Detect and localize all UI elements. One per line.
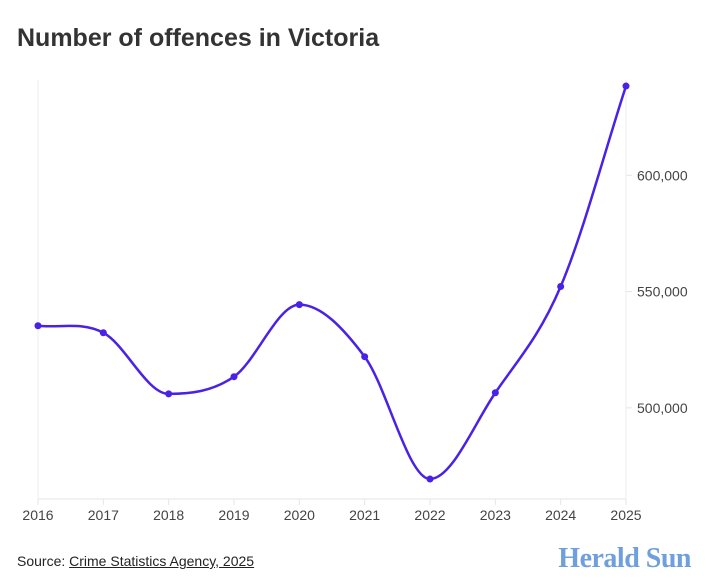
source-prefix: Source: xyxy=(17,553,70,569)
data-point xyxy=(491,389,499,397)
x-tick-label: 2020 xyxy=(284,507,315,523)
data-point xyxy=(165,390,173,398)
source-link[interactable]: Crime Statistics Agency, 2025 xyxy=(69,553,255,569)
data-point xyxy=(295,301,303,309)
data-point xyxy=(622,82,630,90)
x-tick-label: 2022 xyxy=(414,507,445,523)
x-tick-label: 2023 xyxy=(480,507,511,523)
data-point xyxy=(99,329,107,337)
y-tick-label: 600,000 xyxy=(637,167,688,183)
x-tick-label: 2017 xyxy=(88,507,119,523)
source-note: Source: Crime Statistics Agency, 2025 xyxy=(17,553,254,569)
x-tick-label: 2025 xyxy=(610,507,641,523)
data-point xyxy=(361,353,369,361)
x-tick-label: 2021 xyxy=(349,507,380,523)
y-tick-label: 550,000 xyxy=(637,284,688,300)
chart-title: Number of offences in Victoria xyxy=(17,24,380,52)
series-line xyxy=(37,85,628,481)
data-point xyxy=(426,475,434,483)
y-tick-label: 500,000 xyxy=(637,400,688,416)
data-point xyxy=(230,373,238,381)
data-point xyxy=(34,322,42,330)
herald-sun-logo: Herald Sun xyxy=(558,543,691,574)
data-point xyxy=(557,282,565,290)
x-tick-label: 2016 xyxy=(22,507,53,523)
x-tick-label: 2019 xyxy=(218,507,249,523)
x-tick-label: 2018 xyxy=(153,507,184,523)
x-tick-label: 2024 xyxy=(545,507,576,523)
